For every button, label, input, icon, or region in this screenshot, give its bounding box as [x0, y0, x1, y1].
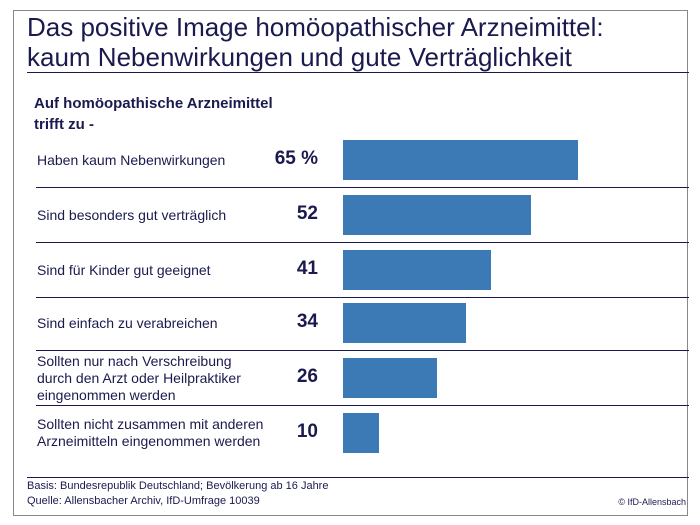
bar: [343, 250, 492, 290]
value-label: 41: [296, 258, 318, 279]
bar: [343, 195, 531, 235]
subtitle-line-1: Auf homöopathische Arzneimittel: [34, 95, 273, 112]
footer-basis: Basis: Bundesrepublik Deutschland; Bevöl…: [27, 480, 329, 492]
chart-title: Das positive Image homöopathischer Arzne…: [27, 12, 604, 72]
row-divider: [36, 242, 689, 243]
value-label: 10: [296, 421, 318, 442]
category-label: Sollten nur nach Verschreibung durch den…: [37, 352, 241, 403]
bar: [343, 303, 466, 343]
title-divider: [27, 72, 689, 73]
row-divider: [36, 297, 689, 298]
title-line-2: kaum Nebenwirkungen und gute Verträglich…: [27, 42, 572, 72]
bar: [343, 140, 578, 180]
footer-source: Quelle: Allensbacher Archiv, IfD-Umfrage…: [27, 495, 260, 507]
chart-frame: [13, 10, 688, 516]
value-label: 65 %: [274, 148, 318, 169]
bar: [343, 358, 437, 398]
footer-divider: [27, 477, 689, 478]
row-divider: [36, 405, 689, 406]
bar: [343, 413, 380, 453]
category-label: Sind für Kinder gut geeignet: [37, 261, 211, 278]
chart-subtitle: Auf homöopathische Arzneimittel trifft z…: [34, 93, 273, 135]
value-label: 26: [296, 366, 318, 387]
category-label: Sind besonders gut verträglich: [37, 206, 227, 223]
value-label: 52: [296, 203, 318, 224]
row-divider: [36, 187, 689, 188]
copyright: © IfD-Allensbach: [618, 497, 686, 507]
category-label: Sind einfach zu verabreichen: [37, 314, 218, 331]
category-label: Haben kaum Nebenwirkungen: [37, 151, 226, 168]
category-label: Sollten nicht zusammen mit anderen Arzne…: [37, 416, 264, 449]
subtitle-line-2: trifft zu -: [34, 116, 94, 133]
value-label: 34: [296, 311, 318, 332]
title-line-1: Das positive Image homöopathischer Arzne…: [27, 12, 604, 42]
row-divider: [36, 350, 689, 351]
